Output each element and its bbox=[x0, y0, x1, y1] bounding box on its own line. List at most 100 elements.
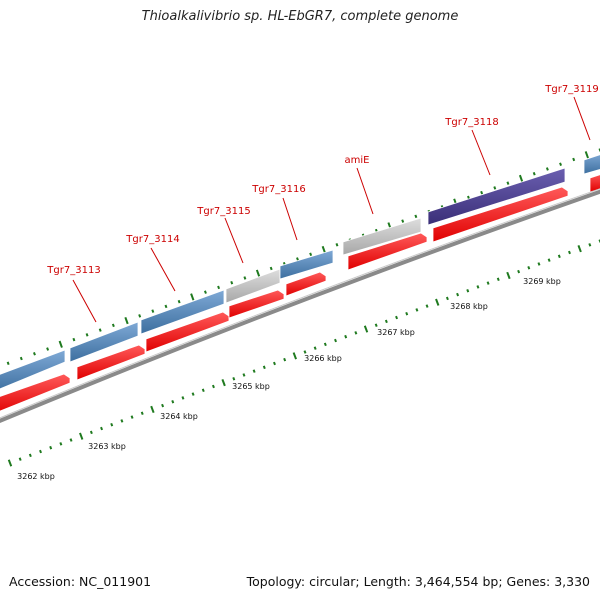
minor-tick bbox=[395, 315, 399, 320]
major-tick bbox=[150, 405, 155, 414]
major-tick bbox=[292, 352, 297, 360]
gene-arrow[interactable] bbox=[347, 232, 428, 271]
gene-label[interactable]: Tgr7_3118 bbox=[444, 117, 498, 128]
minor-tick bbox=[405, 311, 409, 316]
accession-text: Accession: NC_011901 bbox=[9, 574, 152, 589]
major-tick bbox=[506, 271, 511, 280]
minor-tick bbox=[33, 352, 36, 356]
minor-tick bbox=[242, 373, 246, 377]
gene-arrow[interactable] bbox=[0, 373, 71, 415]
minor-tick bbox=[49, 445, 53, 450]
leader-line bbox=[150, 247, 176, 292]
cds-block[interactable] bbox=[427, 167, 566, 226]
minor-tick bbox=[177, 299, 181, 304]
minor-tick bbox=[59, 442, 63, 446]
minor-tick bbox=[232, 377, 236, 381]
minor-tick bbox=[72, 337, 76, 342]
minor-tick bbox=[18, 457, 22, 461]
minor-tick bbox=[243, 276, 247, 280]
scale-label: 3263 kbp bbox=[88, 442, 126, 451]
gene-arrow[interactable] bbox=[432, 186, 569, 243]
genome-backbone bbox=[0, 189, 600, 424]
gene-label[interactable]: Tgr7_3119 bbox=[544, 84, 598, 95]
label-leaders bbox=[72, 96, 591, 323]
minor-tick bbox=[456, 292, 460, 297]
gene-arrow[interactable] bbox=[76, 344, 146, 381]
minor-tick bbox=[545, 167, 549, 171]
cds-block[interactable] bbox=[0, 349, 66, 393]
gene-label[interactable]: Tgr7_3116 bbox=[251, 184, 305, 195]
minor-tick bbox=[344, 334, 348, 339]
minor-tick bbox=[203, 290, 207, 294]
gene-label[interactable]: Tgr7_3114 bbox=[125, 234, 179, 245]
minor-tick bbox=[85, 333, 89, 337]
minor-tick bbox=[335, 243, 339, 247]
scale-label: 3269 kbp bbox=[523, 277, 561, 286]
gene-arrow[interactable] bbox=[145, 311, 230, 353]
minor-tick bbox=[354, 331, 358, 335]
minor-tick bbox=[572, 157, 576, 162]
minor-tick bbox=[374, 323, 378, 327]
minor-tick bbox=[323, 342, 327, 347]
minor-tick bbox=[211, 384, 215, 389]
minor-tick bbox=[140, 411, 144, 415]
gene-labels: Tgr7_3113 Tgr7_3114 Tgr7_3115 Tgr7_3116 … bbox=[46, 84, 598, 276]
leader-line bbox=[573, 96, 591, 141]
minor-tick bbox=[283, 357, 287, 362]
gene-label[interactable]: Tgr7_3115 bbox=[196, 206, 250, 217]
minor-tick bbox=[532, 171, 536, 176]
minor-tick bbox=[425, 304, 429, 308]
scale-labels: 3262 kbp 3263 kbp 3264 kbp 3265 kbp 3266… bbox=[17, 277, 561, 481]
minor-tick bbox=[28, 453, 32, 458]
minor-tick bbox=[201, 388, 205, 393]
minor-tick bbox=[384, 319, 388, 324]
minor-tick bbox=[171, 400, 175, 404]
cds-block[interactable] bbox=[69, 321, 139, 363]
major-tick bbox=[255, 269, 261, 277]
minor-tick bbox=[138, 314, 142, 318]
minor-tick bbox=[6, 361, 10, 366]
minor-tick bbox=[120, 419, 124, 423]
minor-tick bbox=[269, 266, 273, 271]
cds-block[interactable] bbox=[140, 289, 225, 335]
gene-label[interactable]: amiE bbox=[345, 155, 370, 166]
gene-arrow[interactable] bbox=[228, 289, 285, 319]
major-tick bbox=[221, 378, 226, 387]
minor-tick bbox=[39, 449, 42, 454]
minor-tick bbox=[191, 392, 195, 396]
minor-tick bbox=[296, 257, 299, 261]
minor-tick bbox=[480, 190, 484, 195]
minor-tick bbox=[273, 361, 276, 366]
minor-tick bbox=[568, 250, 571, 255]
gene-label[interactable]: Tgr7_3113 bbox=[46, 265, 100, 276]
minor-tick bbox=[527, 266, 531, 270]
minor-tick bbox=[547, 258, 551, 262]
cds-block[interactable] bbox=[342, 217, 422, 256]
minor-tick bbox=[89, 430, 93, 435]
minor-tick bbox=[151, 309, 155, 313]
minor-tick bbox=[537, 262, 541, 266]
cds-block[interactable] bbox=[225, 268, 281, 304]
minor-tick bbox=[559, 162, 562, 166]
gene-arrow[interactable] bbox=[589, 173, 600, 193]
major-tick bbox=[518, 174, 524, 183]
minor-tick bbox=[517, 269, 521, 274]
minor-tick bbox=[401, 219, 405, 223]
topology-summary: Topology: circular; Length: 3,464,554 bp… bbox=[246, 574, 590, 589]
cds-block[interactable] bbox=[279, 249, 334, 280]
leader-line bbox=[356, 167, 374, 215]
major-tick bbox=[79, 432, 84, 440]
minor-tick bbox=[557, 254, 561, 259]
minor-tick bbox=[100, 426, 104, 431]
minor-tick bbox=[303, 350, 307, 354]
leader-line bbox=[72, 279, 97, 323]
scale-label: 3264 kbp bbox=[160, 412, 198, 421]
scale-label: 3268 kbp bbox=[450, 302, 488, 311]
cds-block[interactable] bbox=[583, 153, 600, 175]
minor-tick bbox=[262, 365, 266, 370]
minor-tick bbox=[445, 296, 449, 301]
map-title: Thioalkalivibrio sp. HL-EbGR7, complete … bbox=[141, 9, 459, 24]
gene-arrow[interactable] bbox=[285, 271, 327, 297]
minor-tick bbox=[217, 285, 221, 290]
leader-line bbox=[224, 217, 244, 264]
